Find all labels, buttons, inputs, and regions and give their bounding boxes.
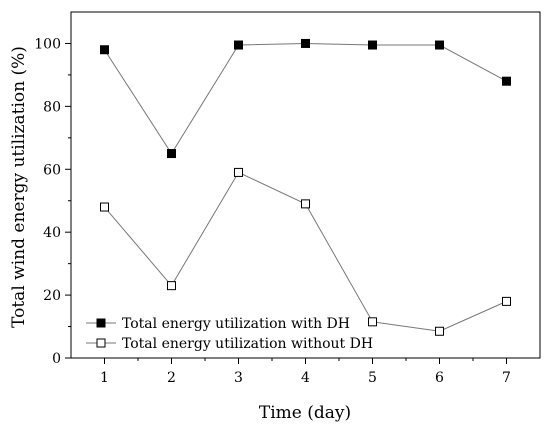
- y-tick-label: 20: [43, 288, 61, 304]
- series-line: [104, 42, 507, 155]
- data-point: [301, 38, 310, 48]
- data-point: [502, 296, 511, 306]
- legend-entry-label: Total energy utilization with DH: [122, 316, 350, 332]
- data-point: [502, 76, 511, 86]
- plot-border: [70, 11, 541, 359]
- x-tick-label: 3: [234, 370, 243, 386]
- data-point: [368, 317, 377, 327]
- data-point: [234, 167, 243, 177]
- x-tick-label: 6: [435, 370, 444, 386]
- legend-entry-label: Total energy utilization without DH: [122, 336, 373, 352]
- series-1: [100, 38, 511, 159]
- y-tick-label: 40: [43, 225, 61, 241]
- x-tick-label: 1: [100, 370, 109, 386]
- legend-marker: [96, 338, 106, 348]
- x-tick-label: 5: [368, 370, 377, 386]
- data-point: [100, 202, 109, 212]
- x-tick-label: 2: [167, 370, 176, 386]
- y-tick-label: 0: [52, 351, 61, 367]
- axis-ticks: 1 2 3 4 5 6 7 0 20 40 60 80 100: [34, 36, 511, 386]
- data-point: [368, 40, 377, 50]
- series-line: [104, 171, 507, 332]
- series-2: [100, 167, 511, 336]
- series-layer: [100, 38, 511, 336]
- data-point: [301, 199, 310, 209]
- data-point: [167, 149, 176, 159]
- data-point: [167, 281, 176, 291]
- x-axis-title: Time (day): [259, 403, 351, 423]
- legend-marker: [96, 318, 106, 328]
- y-tick-label: 100: [34, 36, 61, 52]
- y-tick-label: 80: [43, 99, 61, 115]
- y-axis-title: Total wind energy utilization (%): [9, 46, 29, 328]
- legend: Total energy utilization with DH Total en…: [86, 316, 373, 352]
- data-point: [100, 45, 109, 55]
- plot-frame: [70, 11, 541, 359]
- data-point: [234, 40, 243, 50]
- x-tick-label: 4: [301, 370, 310, 386]
- data-point: [435, 40, 444, 50]
- x-tick-label: 7: [502, 370, 511, 386]
- data-point: [435, 326, 444, 336]
- y-tick-label: 60: [43, 162, 61, 178]
